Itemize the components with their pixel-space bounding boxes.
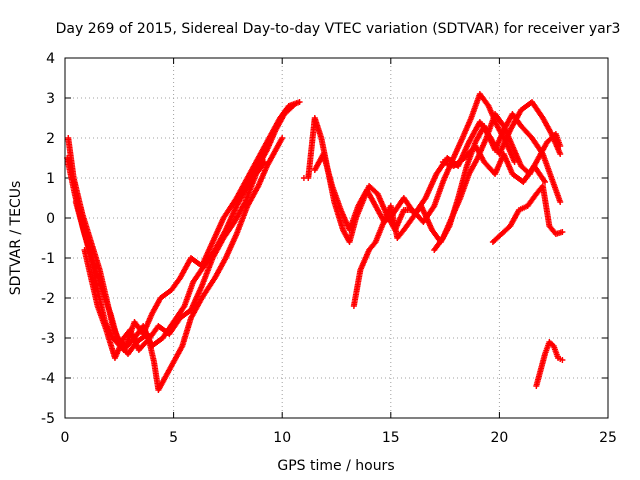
data-point <box>559 229 566 235</box>
data-point <box>296 99 303 105</box>
data-point <box>559 357 566 363</box>
data-point <box>261 159 268 165</box>
y-tick-label: 3 <box>46 91 55 107</box>
chart-title: Day 269 of 2015, Sidereal Day-to-day VTE… <box>56 21 621 37</box>
x-tick-label: 0 <box>61 430 70 446</box>
y-tick-label: 1 <box>46 171 55 187</box>
y-tick-label: -3 <box>41 331 55 347</box>
data-point <box>300 175 307 181</box>
y-axis-label: SDTVAR / TECUs <box>8 181 24 296</box>
plot-frame <box>64 57 609 419</box>
data-point <box>557 151 564 157</box>
y-tick-label: 0 <box>46 211 55 227</box>
x-tick-label: 10 <box>273 430 291 446</box>
data-point <box>542 179 549 185</box>
grid-lines <box>65 58 608 418</box>
y-tick-label: 2 <box>46 131 55 147</box>
x-tick-label: 15 <box>382 430 400 446</box>
y-tick-label: -4 <box>41 371 55 387</box>
x-axis-label: GPS time / hours <box>277 458 394 474</box>
y-tick-label: -5 <box>41 411 55 427</box>
data-point <box>279 135 286 141</box>
x-tick-label: 25 <box>599 430 617 446</box>
x-tick-label: 5 <box>169 430 178 446</box>
axis-ticks: 0 5 10 15 20 25 -5 -4 -3 -2 -1 0 1 2 3 4 <box>41 51 617 446</box>
y-tick-label: 4 <box>46 51 55 67</box>
data-point <box>557 199 564 205</box>
data-points <box>64 91 566 393</box>
y-tick-label: -1 <box>41 251 55 267</box>
y-tick-label: -2 <box>41 291 55 307</box>
x-tick-label: 20 <box>490 430 508 446</box>
data-point <box>557 143 564 149</box>
